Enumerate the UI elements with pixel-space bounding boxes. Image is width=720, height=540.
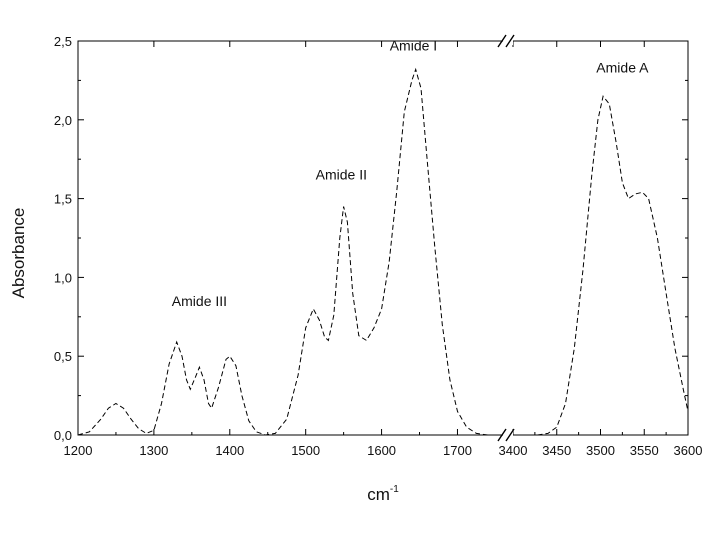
series-group	[77, 67, 689, 436]
axis-break-group	[497, 34, 515, 442]
y-tick-label: 2,0	[54, 113, 72, 128]
plot-frame	[77, 40, 689, 436]
peak-annotation: Amide III	[172, 293, 227, 309]
axis-break-slash	[505, 34, 515, 48]
x-tick-label: 1600	[367, 443, 396, 458]
y-tick-label: 1,0	[54, 270, 72, 285]
peak-annotation: Amide A	[596, 60, 649, 76]
x-tick-label: 1200	[64, 443, 93, 458]
x-tick-label: 3600	[674, 443, 703, 458]
y-tick-label: 0,5	[54, 349, 72, 364]
x-tick-label: 1300	[139, 443, 168, 458]
x-tick-label: 1700	[443, 443, 472, 458]
axis-break-gap	[503, 431, 513, 439]
x-tick-label: 3550	[630, 443, 659, 458]
annotation-group: Amide III Amide II Amide I Amide A	[172, 37, 649, 308]
x-axis-label-superscript: -1	[390, 484, 399, 495]
axis-break-slash	[497, 428, 507, 442]
x-tick-label: 1500	[291, 443, 320, 458]
spectrum-line-segment	[77, 67, 488, 436]
y-tick-label: 1,5	[54, 192, 72, 207]
x-tick-label: 3400	[499, 443, 528, 458]
y-tick-label: 0,0	[54, 428, 72, 443]
x-tick-label: 1400	[215, 443, 244, 458]
peak-annotation: Amide I	[390, 37, 437, 53]
y-tick-label: 2,5	[54, 34, 72, 49]
x-tick-label: 3450	[542, 443, 571, 458]
x-axis-label: cm-1	[367, 484, 399, 504]
axis-ticks: 0,0 0,5 1,0 1,5 2,0 2,5 1200 1300 1400 1500 1600 17…	[54, 34, 703, 458]
spectrum-line-segment	[537, 95, 689, 436]
x-axis-label-base: cm	[367, 485, 390, 504]
peak-annotation: Amide II	[316, 167, 367, 183]
y-axis-label: Absorbance	[9, 208, 28, 299]
axis-break-slash	[505, 428, 515, 442]
x-tick-label: 3500	[586, 443, 615, 458]
axis-break-gap	[503, 37, 513, 45]
axis-break-slash	[497, 34, 507, 48]
